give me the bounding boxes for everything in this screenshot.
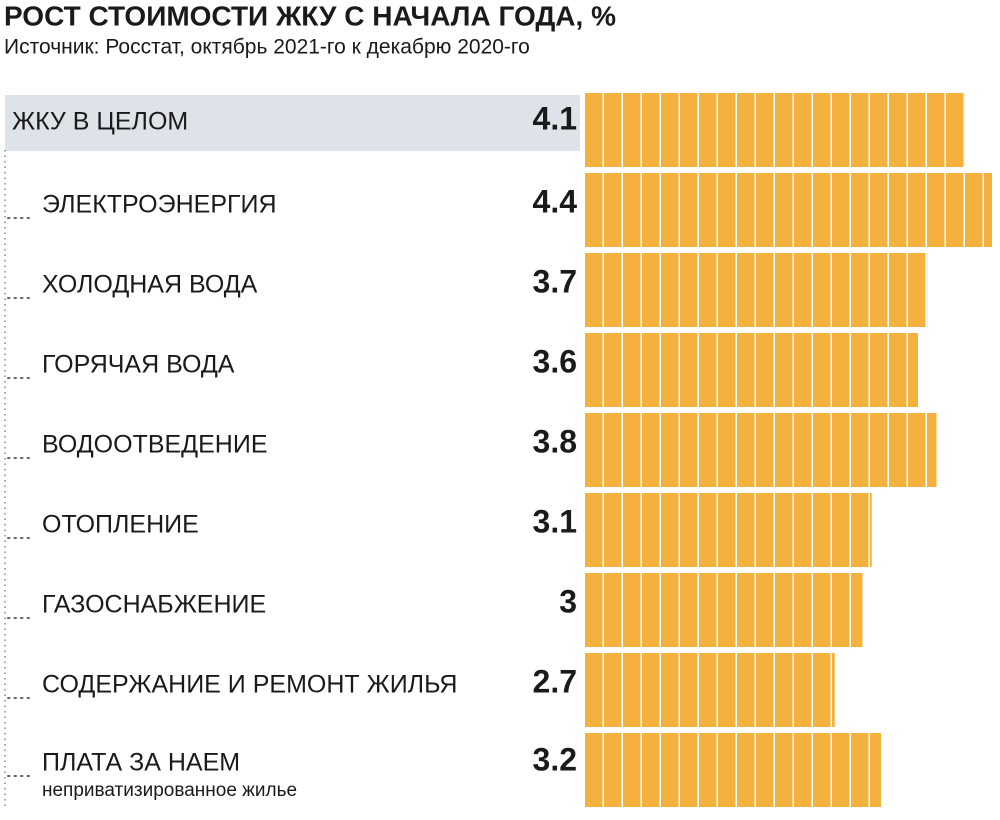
value-label: 4.1 bbox=[533, 100, 577, 136]
bar-stripes bbox=[585, 173, 992, 247]
bar-stripes bbox=[585, 653, 835, 727]
category-label: ПЛАТА ЗА НАЕМ bbox=[42, 749, 240, 777]
category-label: ВОДООТВЕДЕНИЕ bbox=[42, 431, 268, 459]
category-label: ХОЛОДНАЯ ВОДА bbox=[42, 271, 258, 299]
value-label: 3.1 bbox=[533, 503, 577, 539]
category-label: ЖКУ В ЦЕЛОМ bbox=[12, 108, 188, 136]
category-label: ГАЗОСНАБЖЕНИЕ bbox=[42, 591, 266, 619]
bar-stripes bbox=[585, 93, 965, 167]
value-label: 3 bbox=[559, 583, 577, 619]
chart-subtitle: Источник: Росстат, октябрь 2021-го к дек… bbox=[4, 36, 530, 59]
bar-stripes bbox=[585, 413, 937, 487]
chart-title: РОСТ СТОИМОСТИ ЖКУ С НАЧАЛА ГОДА, % bbox=[4, 0, 616, 31]
value-label: 4.4 bbox=[533, 183, 578, 219]
bar-stripes bbox=[585, 573, 863, 647]
value-label: 3.6 bbox=[533, 343, 577, 379]
category-label: ОТОПЛЕНИЕ bbox=[42, 511, 199, 539]
category-label: ГОРЯЧАЯ ВОДА bbox=[42, 351, 235, 379]
value-label: 3.7 bbox=[533, 263, 577, 299]
value-label: 3.8 bbox=[533, 423, 577, 459]
bar-stripes bbox=[585, 333, 918, 407]
value-label: 3.2 bbox=[533, 741, 577, 777]
bar-stripes bbox=[585, 733, 881, 807]
category-annotation: неприватизированное жилье bbox=[42, 780, 297, 801]
bar-stripes bbox=[585, 253, 928, 327]
category-label: СОДЕРЖАНИЕ И РЕМОНТ ЖИЛЬЯ bbox=[42, 671, 457, 699]
highlight-row bbox=[5, 95, 580, 151]
bar-stripes bbox=[585, 493, 872, 567]
value-label: 2.7 bbox=[533, 663, 577, 699]
category-label: ЭЛЕКТРОЭНЕРГИЯ bbox=[42, 191, 277, 219]
